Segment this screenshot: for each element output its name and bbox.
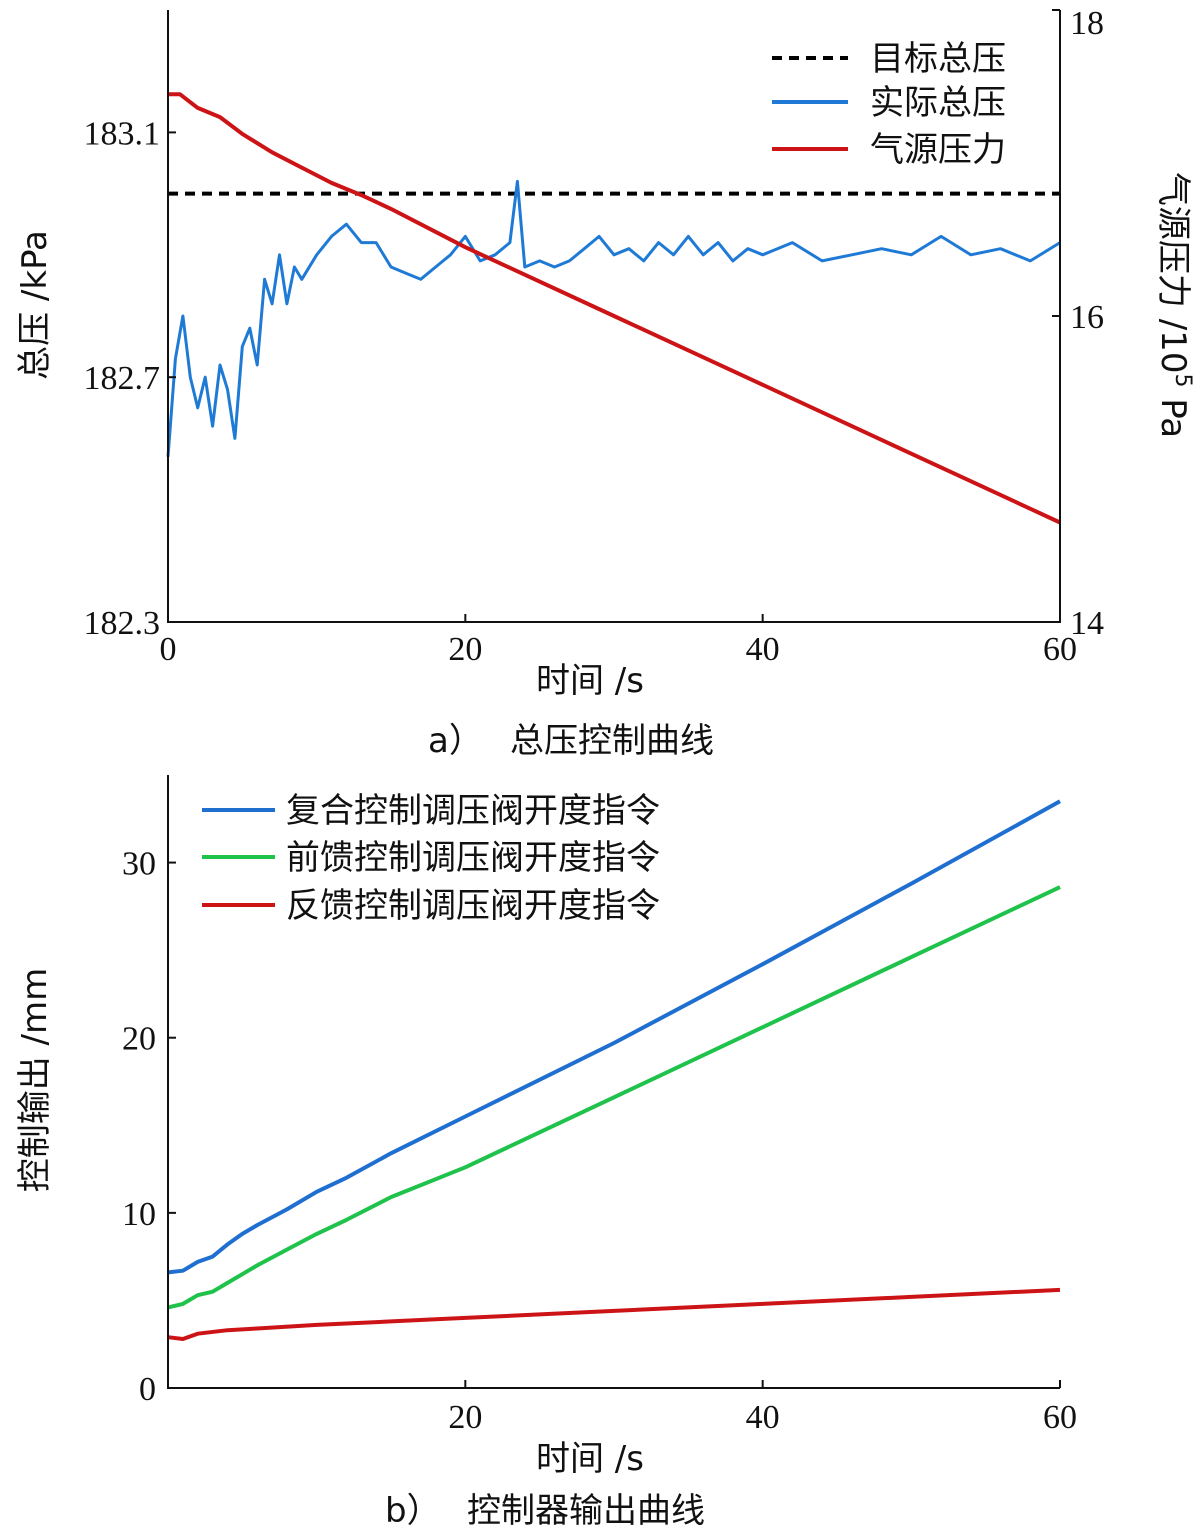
- y-tick-label: 20: [122, 1021, 156, 1058]
- y-tick-label: 182.7: [84, 360, 161, 397]
- series-feedback-command: [167, 1287, 1061, 1341]
- chart-a-ylabel: 总压 /kPa: [15, 230, 55, 380]
- chart-b: 20 40 60 0 10 20 30 复合控制调压阀开度指令 前馈控制调压阀开度指令 反馈…: [15, 775, 1077, 1531]
- legend-label-feedback: 反馈控制调压阀开度指令: [286, 886, 660, 926]
- y-tick-label: 182.3: [84, 605, 161, 642]
- legend-label-source: 气源压力: [870, 130, 1006, 170]
- x-tick-label: 60: [1043, 631, 1077, 668]
- legend-label-feedforward: 前馈控制调压阀开度指令: [286, 838, 660, 878]
- chart-b-legend: 复合控制调压阀开度指令 前馈控制调压阀开度指令 反馈控制调压阀开度指令: [202, 791, 660, 926]
- chart-b-xlabel: 时间 /s: [536, 1439, 644, 1479]
- chart-b-ticks: 20 40 60 0 10 20 30: [122, 846, 1077, 1436]
- chart-a-caption-label: a）: [428, 721, 483, 761]
- chart-a-xlabel: 时间 /s: [536, 661, 644, 701]
- y2-tick-label: 18: [1070, 5, 1104, 42]
- series-composite-command: [167, 799, 1061, 1275]
- legend-label-actual: 实际总压: [870, 83, 1006, 123]
- y2-tick-label: 16: [1070, 299, 1104, 336]
- chart-a-ticks: 0 20 40 60 182.3 182.7 183.1 14 16 18: [84, 5, 1105, 668]
- y2label-unit: Pa: [1153, 387, 1193, 438]
- chart-b-caption: 控制器输出曲线: [467, 1491, 705, 1531]
- chart-a-series: [166, 92, 1061, 525]
- chart-b-series: [167, 799, 1061, 1341]
- series-source-pressure: [168, 92, 1061, 525]
- x-tick-label: 40: [746, 631, 780, 668]
- chart-b-caption-label: b）: [385, 1491, 441, 1531]
- x-tick-label: 40: [746, 1399, 780, 1436]
- y2-tick-label: 14: [1070, 605, 1104, 642]
- chart-a-y2label: 气源压力 /105 Pa: [1153, 172, 1195, 438]
- x-tick-label: 20: [448, 1399, 482, 1436]
- chart-a-caption: 总压控制曲线: [510, 721, 714, 761]
- chart-b-ylabel: 控制输出 /mm: [15, 968, 55, 1193]
- x-tick-label: 20: [448, 631, 482, 668]
- y-tick-label: 0: [139, 1371, 156, 1408]
- x-tick-label: 0: [160, 631, 177, 668]
- y2label-main: 气源压力 /10: [1153, 172, 1193, 374]
- chart-a-legend: 目标总压 实际总压 气源压力: [772, 39, 1006, 170]
- y2label-exponent: 5: [1170, 373, 1195, 387]
- chart-a: 0 20 40 60 182.3 182.7 183.1 14 16 18 目标总压 实际总压 气…: [15, 5, 1195, 761]
- legend-label-composite: 复合控制调压阀开度指令: [286, 791, 660, 831]
- y-tick-label: 10: [122, 1196, 156, 1233]
- x-tick-label: 60: [1043, 1399, 1077, 1436]
- series-feedforward-command: [167, 885, 1061, 1310]
- series-actual-pressure: [166, 179, 1061, 457]
- legend-label-target: 目标总压: [870, 39, 1006, 79]
- y-tick-label: 30: [122, 846, 156, 883]
- y-tick-label: 183.1: [84, 115, 161, 152]
